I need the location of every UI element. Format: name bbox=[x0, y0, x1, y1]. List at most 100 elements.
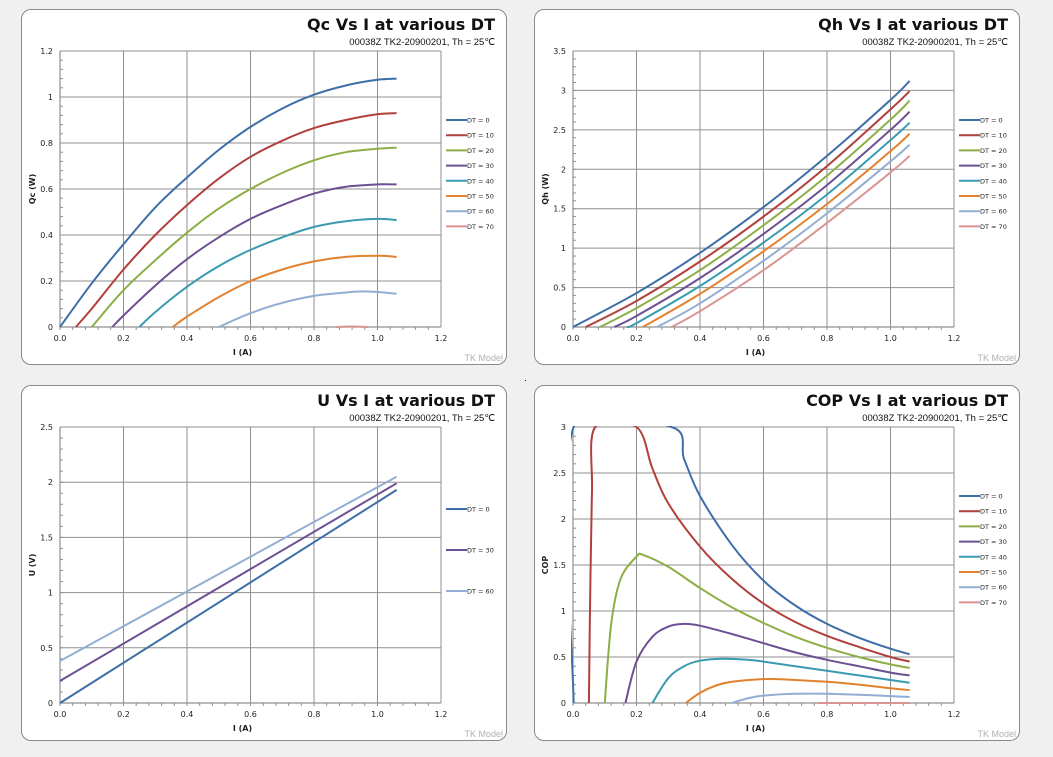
y-tick-label: 1 bbox=[561, 607, 566, 616]
x-tick-label: 1.2 bbox=[435, 710, 448, 719]
legend-label-dt-0: DT = 0 bbox=[467, 117, 490, 125]
x-tick-label: 0.0 bbox=[54, 334, 67, 343]
legend-label-dt-30: DT = 30 bbox=[980, 538, 1007, 546]
x-tick-label: 1.0 bbox=[884, 710, 897, 719]
x-tick-label: 0.4 bbox=[694, 710, 707, 719]
y-tick-label: 0 bbox=[561, 699, 566, 708]
x-tick-label: 0.8 bbox=[308, 710, 321, 719]
x-tick-label: 0.4 bbox=[181, 710, 194, 719]
y-tick-label: 1.2 bbox=[40, 47, 53, 56]
chart-subtitle: 00038Z TK2-20900201, Th = 25℃ bbox=[862, 413, 1008, 424]
x-tick-label: 0.8 bbox=[308, 334, 321, 343]
chart-title: U Vs I at various DT bbox=[317, 391, 495, 410]
x-tick-label: 1.0 bbox=[884, 334, 897, 343]
chart-qh-svg: Qh Vs I at various DT 00038Z TK2-20900201… bbox=[541, 15, 1016, 363]
chart-subtitle: 00038Z TK2-20900201, Th = 25℃ bbox=[862, 37, 1008, 48]
x-tick-label: 1.0 bbox=[371, 334, 384, 343]
x-axis-label: I (A) bbox=[746, 724, 765, 733]
legend-label-dt-40: DT = 40 bbox=[467, 177, 494, 185]
y-tick-label: 0 bbox=[48, 699, 53, 708]
series-line-dt-60 bbox=[731, 692, 910, 704]
y-tick-label: 1.5 bbox=[553, 205, 566, 214]
y-tick-label: 1.5 bbox=[553, 561, 566, 570]
y-tick-label: 0.2 bbox=[40, 277, 53, 286]
y-tick-label: 3 bbox=[561, 423, 566, 432]
x-tick-label: 0.0 bbox=[567, 710, 580, 719]
series-line-dt-0 bbox=[572, 80, 911, 328]
series-line-dt-30 bbox=[59, 482, 398, 682]
legend: DT = 0 DT = 10 DT = 20 DT = 30 DT = 40 DT = 5… bbox=[446, 117, 494, 231]
x-tick-label: 0.8 bbox=[821, 710, 834, 719]
series-line-dt-0 bbox=[59, 489, 398, 704]
series-line-dt-40 bbox=[626, 122, 911, 328]
x-tick-label: 1.2 bbox=[435, 334, 448, 343]
legend-label-dt-70: DT = 70 bbox=[980, 223, 1007, 231]
series-lines bbox=[59, 77, 397, 328]
watermark: TK Model bbox=[977, 353, 1016, 363]
series-line-dt-60 bbox=[656, 144, 911, 328]
series-lines bbox=[59, 475, 398, 704]
legend: DT = 0 DT = 30 DT = 60 bbox=[446, 506, 494, 596]
stray-dot bbox=[525, 380, 526, 381]
y-tick-label: 0.6 bbox=[40, 185, 53, 194]
x-tick-label: 1.2 bbox=[948, 710, 961, 719]
legend-label-dt-10: DT = 10 bbox=[980, 132, 1007, 140]
chart-qh: Qh Vs I at various DT 00038Z TK2-20900201… bbox=[534, 9, 1020, 365]
x-axis-label: I (A) bbox=[746, 348, 765, 357]
legend-label-dt-60: DT = 60 bbox=[980, 208, 1007, 216]
y-axis-label: U (V) bbox=[28, 554, 37, 577]
series-line-dt-50 bbox=[642, 133, 911, 328]
series-line-dt-70 bbox=[670, 155, 911, 328]
chart-title: Qh Vs I at various DT bbox=[818, 15, 1008, 34]
chart-qc: Qc Vs I at various DT 00038Z TK2-20900201… bbox=[21, 9, 507, 365]
legend-label-dt-0: DT = 0 bbox=[980, 493, 1003, 501]
y-axis-label: Qh (W) bbox=[541, 173, 550, 204]
series-line-dt-40 bbox=[138, 217, 397, 328]
x-tick-label: 0.6 bbox=[757, 710, 770, 719]
legend-label-dt-50: DT = 50 bbox=[467, 193, 494, 201]
y-tick-label: 2 bbox=[561, 165, 566, 174]
legend-label-dt-20: DT = 20 bbox=[467, 147, 494, 155]
x-tick-label: 0.6 bbox=[244, 710, 257, 719]
chart-subtitle: 00038Z TK2-20900201, Th = 25℃ bbox=[349, 413, 495, 424]
y-tick-label: 2 bbox=[48, 478, 53, 487]
legend-label-dt-10: DT = 10 bbox=[980, 508, 1007, 516]
y-tick-label: 2.5 bbox=[553, 126, 566, 135]
y-tick-label: 0.5 bbox=[553, 653, 566, 662]
legend-label-dt-70: DT = 70 bbox=[980, 599, 1007, 607]
series-lines bbox=[571, 426, 910, 704]
x-tick-label: 0.2 bbox=[630, 710, 643, 719]
x-tick-label: 0.8 bbox=[821, 334, 834, 343]
legend-label-dt-60: DT = 60 bbox=[467, 208, 494, 216]
y-tick-label: 0.8 bbox=[40, 139, 53, 148]
watermark: TK Model bbox=[464, 353, 503, 363]
legend-label-dt-50: DT = 50 bbox=[980, 193, 1007, 201]
chart-subtitle: 00038Z TK2-20900201, Th = 25℃ bbox=[349, 37, 495, 48]
x-axis-label: I (A) bbox=[233, 724, 252, 733]
x-tick-label: 0.2 bbox=[117, 334, 130, 343]
series-line-dt-20 bbox=[599, 99, 911, 328]
x-tick-label: 0.4 bbox=[181, 334, 194, 343]
legend-label-dt-20: DT = 20 bbox=[980, 523, 1007, 531]
y-tick-label: 0 bbox=[48, 323, 53, 332]
legend-label-dt-0: DT = 0 bbox=[980, 117, 1003, 125]
x-tick-label: 1.0 bbox=[371, 710, 384, 719]
y-axis-label: COP bbox=[541, 556, 550, 575]
y-tick-label: 2.5 bbox=[40, 423, 53, 432]
legend-label-dt-60: DT = 60 bbox=[980, 584, 1007, 592]
y-tick-label: 3 bbox=[561, 86, 566, 95]
x-tick-label: 0.0 bbox=[54, 710, 67, 719]
y-tick-label: 0.4 bbox=[40, 231, 53, 240]
chart-cop-svg: COP Vs I at various DT 00038Z TK2-2090020… bbox=[541, 391, 1016, 739]
x-tick-label: 1.2 bbox=[948, 334, 961, 343]
series-line-dt-70 bbox=[336, 325, 369, 328]
watermark: TK Model bbox=[977, 729, 1016, 739]
series-line-dt-50 bbox=[172, 254, 397, 328]
series-line-dt-10 bbox=[75, 112, 397, 328]
series-line-dt-40 bbox=[651, 657, 910, 704]
x-tick-label: 0.6 bbox=[244, 334, 257, 343]
legend-label-dt-0: DT = 0 bbox=[467, 506, 490, 514]
series-line-dt-0 bbox=[59, 77, 397, 328]
chart-u-svg: U Vs I at various DT 00038Z TK2-20900201,… bbox=[28, 391, 503, 739]
x-tick-label: 0.4 bbox=[694, 334, 707, 343]
